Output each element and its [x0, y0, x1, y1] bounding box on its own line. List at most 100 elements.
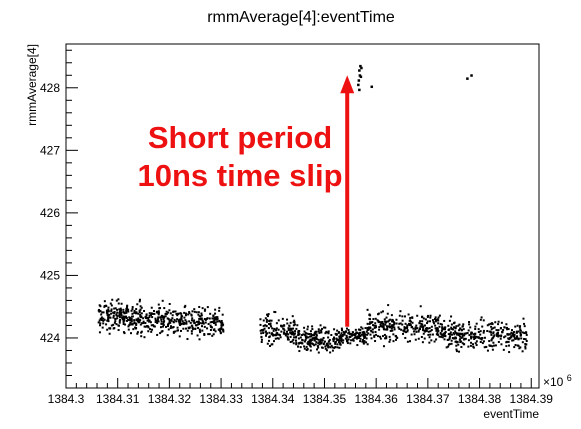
data-point	[216, 320, 219, 323]
data-point	[151, 316, 154, 319]
data-point	[201, 319, 204, 322]
data-point	[169, 327, 172, 330]
data-point	[198, 338, 201, 341]
data-point	[499, 337, 502, 340]
data-point	[126, 308, 129, 311]
data-point	[361, 333, 364, 336]
data-point	[362, 342, 365, 345]
data-point	[291, 330, 294, 333]
data-point	[324, 345, 327, 348]
data-point	[268, 319, 271, 322]
data-point	[211, 326, 214, 329]
data-point	[519, 325, 522, 328]
data-point	[512, 339, 515, 342]
data-point	[507, 340, 510, 343]
data-point	[126, 305, 129, 308]
x-exponent-power: 6	[567, 373, 572, 383]
data-point	[282, 324, 285, 327]
data-point	[366, 326, 369, 329]
data-point	[216, 316, 219, 319]
data-point	[97, 321, 100, 324]
data-point	[433, 318, 436, 321]
data-point	[209, 321, 212, 324]
data-point	[264, 330, 267, 333]
data-point	[100, 319, 103, 322]
data-point	[449, 331, 452, 334]
data-point	[406, 329, 409, 332]
data-point	[492, 327, 495, 330]
data-point	[444, 334, 447, 337]
data-point	[292, 342, 295, 345]
data-point	[277, 319, 280, 322]
data-point	[359, 337, 362, 340]
data-point	[368, 317, 371, 320]
data-point	[338, 335, 341, 338]
data-point	[378, 328, 381, 331]
data-point	[177, 312, 180, 315]
data-point	[450, 339, 453, 342]
data-point	[203, 325, 206, 328]
data-point	[108, 332, 111, 335]
data-point	[183, 321, 186, 324]
data-point	[521, 350, 524, 353]
data-point	[315, 341, 318, 344]
data-point	[176, 314, 179, 317]
data-point	[220, 326, 223, 329]
data-point	[362, 330, 365, 333]
data-point	[460, 345, 463, 348]
data-point	[422, 329, 425, 332]
data-point	[391, 318, 394, 321]
data-point	[120, 313, 123, 316]
data-point	[428, 327, 431, 330]
data-point	[129, 317, 132, 320]
data-point	[115, 299, 118, 302]
data-point	[275, 334, 278, 337]
data-point	[364, 327, 367, 330]
data-point	[268, 344, 271, 347]
data-point	[451, 337, 454, 340]
data-point	[147, 318, 150, 321]
data-point	[274, 311, 277, 314]
data-point	[467, 329, 470, 332]
data-point	[317, 346, 320, 349]
data-point	[490, 331, 493, 334]
data-point	[419, 325, 422, 328]
data-point	[169, 321, 172, 324]
data-point	[309, 342, 312, 345]
data-point	[330, 344, 333, 347]
data-point	[110, 304, 113, 307]
data-point	[181, 315, 184, 318]
data-point	[464, 337, 467, 340]
data-point	[126, 309, 129, 312]
data-point	[455, 350, 458, 353]
data-point	[443, 338, 446, 341]
data-point	[169, 312, 172, 315]
data-point	[190, 313, 193, 316]
data-point	[388, 340, 391, 343]
data-point	[373, 324, 376, 327]
data-point	[455, 348, 458, 351]
data-point	[100, 316, 103, 319]
data-point	[448, 336, 451, 339]
data-point	[327, 332, 330, 335]
data-point	[414, 326, 417, 329]
data-point	[374, 322, 377, 325]
x-tick-label: 1384.37	[406, 392, 450, 406]
data-point	[334, 340, 337, 343]
data-point	[178, 321, 181, 324]
data-point	[468, 323, 471, 326]
data-point	[191, 325, 194, 328]
data-point	[380, 321, 383, 324]
data-point	[511, 339, 514, 342]
data-point	[113, 321, 116, 324]
data-point	[440, 333, 443, 336]
data-point	[106, 311, 109, 314]
data-point	[297, 345, 300, 348]
data-point	[338, 346, 341, 349]
data-point	[271, 332, 274, 335]
data-point	[395, 336, 398, 339]
annotation-line-1: Short period	[148, 120, 332, 155]
data-point	[99, 324, 102, 327]
data-point	[365, 341, 368, 344]
data-point	[320, 338, 323, 341]
